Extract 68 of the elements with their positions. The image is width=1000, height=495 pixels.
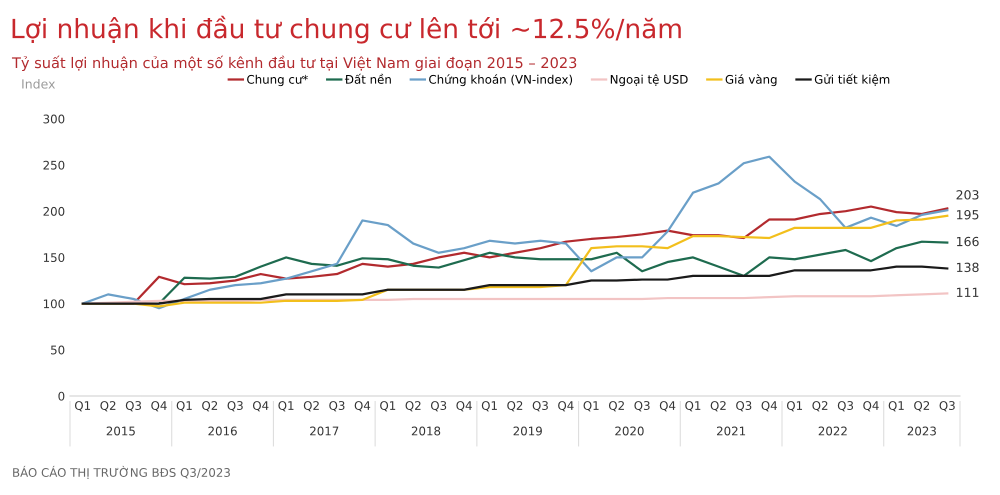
text: 2021 (716, 426, 746, 436)
y-tick-label: 300 (44, 114, 64, 124)
y-tick-label: 150 (44, 253, 64, 262)
text: 2020 (615, 426, 644, 436)
x-tick-label: Q4 (863, 401, 879, 412)
x-tick-label: Q4 (558, 401, 574, 412)
x-tick-label: Q3 (329, 401, 344, 412)
legend-label: Giá vàng (726, 74, 776, 86)
x-tick-label: Q3 (634, 401, 650, 412)
text: 2017 (310, 426, 338, 436)
x-tick-label: Q1 (176, 401, 192, 412)
y-tick-label: 50 (51, 346, 64, 354)
x-tick-label: Q2 (406, 401, 421, 412)
x-tick-label: Q2 (202, 401, 218, 412)
legend-label: Chứng khoán (VN-index) (429, 74, 572, 86)
x-tick-label: Q1 (74, 401, 90, 412)
x-tick-label: Q3 (532, 401, 548, 412)
x-tick-label: Q1 (685, 401, 700, 412)
x-tick-label: Q2 (812, 401, 828, 412)
text: 2018 (412, 426, 440, 436)
text: 2022 (818, 426, 847, 436)
x-tick-label: Q2 (304, 401, 319, 412)
x-tick-label: Q3 (838, 401, 854, 412)
x-tick-label: Q4 (354, 401, 370, 412)
legend-label: Gửi tiết kiệm (814, 74, 890, 86)
text: 2019 (514, 426, 542, 436)
text: 2023 (908, 426, 936, 436)
data-label: 203 (956, 190, 978, 200)
x-tick-label: Q3 (736, 401, 752, 412)
y-tick-label: 250 (43, 160, 64, 170)
text: 2016 (208, 426, 237, 436)
x-tick-label: Q2 (507, 401, 522, 412)
x-tick-label: Q1 (278, 401, 294, 412)
y-tick-label: 100 (44, 299, 64, 308)
legend-label: Chung cư* (247, 74, 308, 86)
chart-title: Lợi nhuận khi đầu tư chung cư lên tới ~12.5%/năm (12, 16, 681, 44)
y-axis-title: Index (22, 78, 56, 89)
data-label: 166 (956, 236, 979, 246)
data-label: 111 (956, 288, 978, 297)
y-tick-label: 200 (43, 206, 64, 216)
y-tick-label: 0 (58, 392, 64, 401)
text: BÁO CÁO THỊ TRƯỜNG BĐS Q3/2023 (13, 466, 230, 479)
data-label: 195 (956, 210, 978, 220)
x-tick-label: Q4 (252, 401, 268, 412)
line-series (82, 156, 948, 310)
x-tick-label: Q4 (151, 401, 167, 412)
x-tick-label: Q2 (914, 401, 930, 412)
legend-label: Ngoại tệ USD (610, 74, 688, 86)
x-tick-label: Q1 (786, 401, 802, 412)
line-series (82, 266, 948, 305)
x-tick-label: Q4 (762, 401, 778, 412)
x-tick-label: Q2 (100, 401, 116, 412)
chart-subtitle: Tỷ suất lợi nhuận của một số kênh đầu tư tại Việt Nam giai đoạn 2015 – 2023 (12, 56, 576, 72)
x-tick-label: Q3 (940, 401, 955, 412)
x-tick-label: Q3 (126, 401, 142, 412)
x-tick-label: Q3 (228, 401, 243, 412)
x-tick-label: Q1 (888, 401, 904, 412)
text: 2015 (106, 426, 135, 436)
x-tick-label: Q1 (584, 401, 599, 412)
x-tick-label: Q1 (482, 401, 497, 412)
data-label: 138 (956, 262, 979, 272)
x-tick-label: Q4 (660, 401, 676, 412)
x-tick-label: Q4 (456, 401, 472, 412)
x-tick-label: Q2 (710, 401, 726, 412)
x-tick-label: Q2 (608, 401, 624, 412)
x-tick-label: Q1 (380, 401, 396, 412)
x-tick-label: Q3 (430, 401, 446, 412)
legend-label: Đất nền (344, 74, 391, 84)
